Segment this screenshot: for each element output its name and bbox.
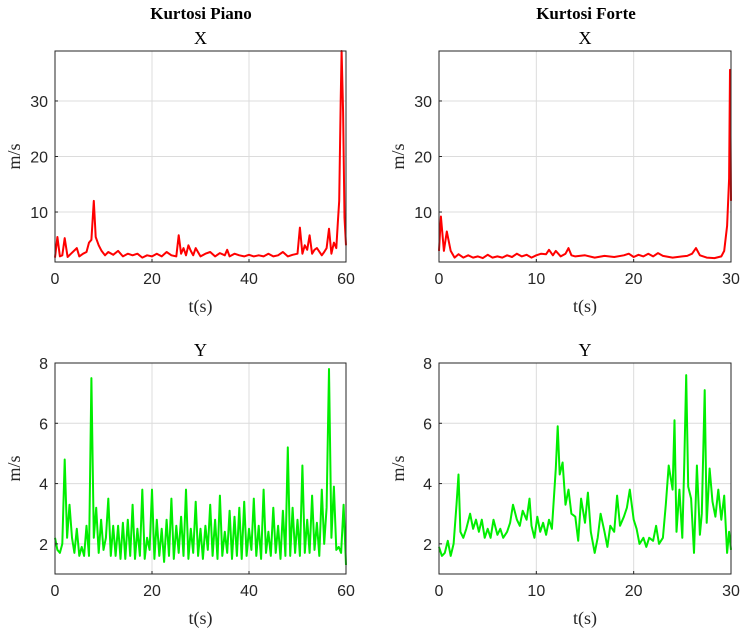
series-line-1 bbox=[438, 374, 732, 557]
chart-panel-1: 0 20 40 60 10 20 30 Xt(s) m/s bbox=[4, 28, 355, 317]
y-tick-label-1: 10 bbox=[414, 205, 432, 222]
x-tick-label-1: 0 bbox=[435, 271, 444, 288]
axes-frame bbox=[54, 362, 347, 575]
chart-title: Y bbox=[579, 340, 592, 360]
y-tick-label-2: 20 bbox=[30, 150, 48, 167]
y-tick-label-3: 30 bbox=[414, 94, 432, 111]
series-line-1 bbox=[54, 368, 347, 566]
y-tick-label-2: 4 bbox=[39, 477, 48, 494]
x-tick-label-3: 20 bbox=[625, 271, 643, 288]
column-title-piano: Kurtosi Piano bbox=[150, 4, 252, 23]
x-tick-label-3: 40 bbox=[240, 583, 258, 600]
x-tick-label-4: 60 bbox=[337, 271, 355, 288]
column-title-forte: Kurtosi Forte bbox=[536, 4, 636, 23]
y-tick-label-2: 4 bbox=[423, 477, 432, 494]
x-tick-label-2: 20 bbox=[143, 271, 161, 288]
x-tick-label-2: 10 bbox=[527, 271, 545, 288]
y-tick-label-3: 6 bbox=[39, 416, 48, 433]
x-axis-label: t(s) bbox=[189, 608, 213, 629]
x-tick-label-3: 40 bbox=[240, 271, 258, 288]
x-tick-label-2: 20 bbox=[143, 583, 161, 600]
x-axis-label: t(s) bbox=[573, 296, 597, 317]
x-tick-label-2: 10 bbox=[527, 583, 545, 600]
x-tick-label-1: 0 bbox=[435, 583, 444, 600]
x-axis-label: t(s) bbox=[573, 608, 597, 629]
x-tick-label-3: 20 bbox=[625, 583, 643, 600]
y-tick-label-1: 2 bbox=[39, 537, 48, 554]
x-tick-label-1: 0 bbox=[51, 583, 60, 600]
chart-title: Y bbox=[194, 340, 207, 360]
x-tick-label-4: 30 bbox=[722, 583, 740, 600]
y-tick-label-1: 10 bbox=[30, 205, 48, 222]
series-line-1 bbox=[438, 68, 732, 260]
chart-title: X bbox=[579, 28, 592, 48]
chart-panel-3: 0 20 40 60 2 4 6 8 Yt(s) m/s bbox=[4, 340, 355, 629]
y-axis-label: m/s bbox=[388, 143, 408, 169]
y-axis-label: m/s bbox=[4, 143, 24, 169]
chart-title: X bbox=[194, 28, 207, 48]
x-axis-label: t(s) bbox=[189, 296, 213, 317]
y-tick-label-4: 8 bbox=[39, 356, 48, 373]
y-axis-label: m/s bbox=[4, 455, 24, 481]
y-tick-label-3: 6 bbox=[423, 416, 432, 433]
chart-panel-4: 0 10 20 30 2 4 6 8 Yt(s) m/s bbox=[388, 340, 740, 629]
chart-panel-2: 0 10 20 30 10 20 30 Xt(s) m/s bbox=[388, 28, 740, 317]
x-tick-label-4: 30 bbox=[722, 271, 740, 288]
axes-frame bbox=[438, 362, 732, 575]
x-tick-label-1: 0 bbox=[51, 271, 60, 288]
y-axis-label: m/s bbox=[388, 455, 408, 481]
x-tick-label-4: 60 bbox=[337, 583, 355, 600]
y-tick-label-1: 2 bbox=[423, 537, 432, 554]
y-tick-label-3: 30 bbox=[30, 94, 48, 111]
series-line-1 bbox=[54, 50, 347, 259]
y-tick-label-4: 8 bbox=[423, 356, 432, 373]
y-tick-label-2: 20 bbox=[414, 150, 432, 167]
